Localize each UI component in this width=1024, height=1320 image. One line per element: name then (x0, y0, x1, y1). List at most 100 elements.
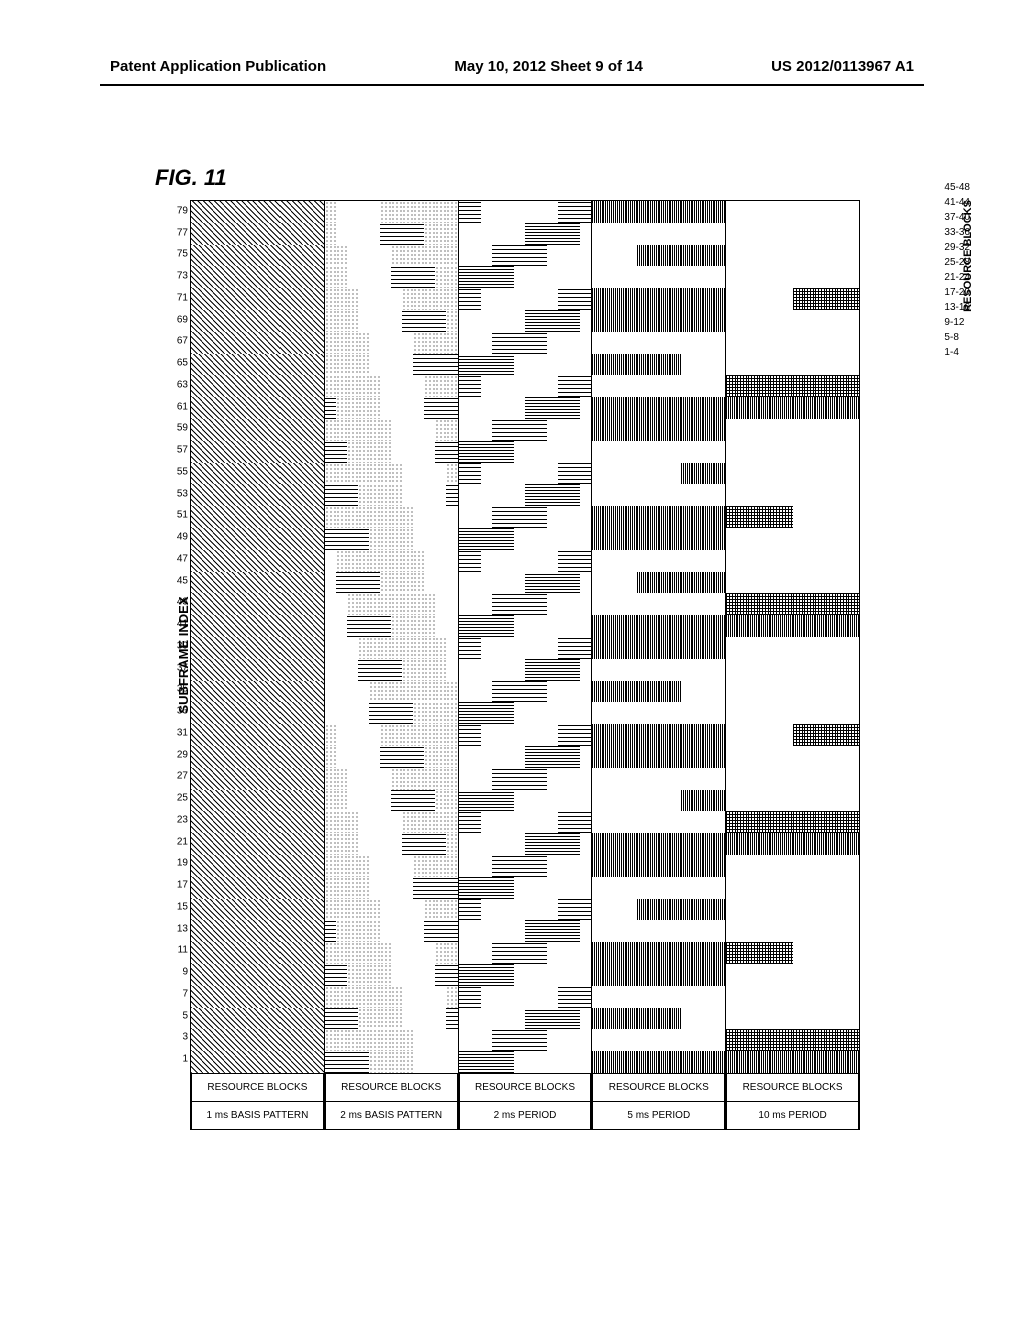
chart-cell (525, 419, 536, 441)
chart-cell (804, 484, 815, 506)
chart-cell (603, 572, 614, 594)
chart-cell (424, 659, 435, 681)
chart-cell (446, 855, 457, 877)
chart-cell (302, 746, 313, 768)
chart-cell (793, 419, 804, 441)
chart-cell (402, 855, 413, 877)
chart-cell (514, 899, 525, 921)
chart-cell (481, 833, 492, 855)
chart-cell (580, 790, 591, 812)
chart-cell (280, 506, 291, 528)
chart-cell (336, 528, 347, 550)
chart-cell (603, 288, 614, 310)
chart-cell (380, 964, 391, 986)
chart-cell (714, 419, 725, 441)
chart-cell (413, 288, 424, 310)
chart-row (459, 419, 592, 441)
chart-cell (268, 593, 279, 615)
chart-row (325, 899, 458, 921)
chart-cell (503, 245, 514, 267)
chart-cell (202, 441, 213, 463)
chart-cell (481, 550, 492, 572)
chart-cell (358, 354, 369, 376)
chart-cell (580, 572, 591, 594)
chart-cell (492, 288, 503, 310)
chart-cell (681, 528, 692, 550)
chart-cell (514, 681, 525, 703)
chart-cell (459, 986, 470, 1008)
chart-cell (380, 441, 391, 463)
chart-cell (492, 266, 503, 288)
chart-cell (336, 375, 347, 397)
chart-cell (268, 811, 279, 833)
chart-cell (815, 877, 826, 899)
y-tick: 3 (158, 1032, 188, 1043)
chart-cell (536, 419, 547, 441)
chart-cell (569, 877, 580, 899)
chart-cell (681, 201, 692, 223)
chart-cell (492, 463, 503, 485)
chart-cell (313, 506, 324, 528)
chart-cell (558, 877, 569, 899)
chart-cell (782, 855, 793, 877)
chart-cell (670, 855, 681, 877)
chart-cell (424, 397, 435, 419)
chart-cell (503, 877, 514, 899)
chart-cell (202, 920, 213, 942)
chart-cell (558, 724, 569, 746)
chart-cell (703, 855, 714, 877)
chart-cell (268, 223, 279, 245)
chart-cell (369, 223, 380, 245)
chart-cell (737, 724, 748, 746)
panel-footer-bottom: 2 ms PERIOD (459, 1102, 592, 1130)
chart-cell (536, 550, 547, 572)
chart-cell (325, 288, 336, 310)
chart-cell (569, 354, 580, 376)
chart-cell (782, 659, 793, 681)
chart-cell (280, 310, 291, 332)
chart-cell (291, 724, 302, 746)
chart-cell (481, 484, 492, 506)
chart-cell (391, 288, 402, 310)
chart-cell (191, 811, 202, 833)
chart-row (191, 463, 324, 485)
chart-cell (224, 419, 235, 441)
chart-cell (759, 506, 770, 528)
y-tick: 21 (158, 836, 188, 847)
chart-cell (837, 1051, 848, 1073)
chart-cell (402, 681, 413, 703)
chart-cell (246, 245, 257, 267)
chart-cell (592, 245, 603, 267)
chart-cell (782, 288, 793, 310)
chart-cell (257, 724, 268, 746)
chart-cell (325, 855, 336, 877)
chart-cell (703, 288, 714, 310)
chart-cell (748, 964, 759, 986)
chart-cell (213, 746, 224, 768)
chart-cell (837, 506, 848, 528)
chart-cell (603, 702, 614, 724)
chart-cell (637, 877, 648, 899)
panel-2ms-period-chart (459, 200, 592, 1074)
chart-row (191, 550, 324, 572)
chart-cell (435, 245, 446, 267)
chart-cell (648, 593, 659, 615)
chart-row (459, 441, 592, 463)
chart-cell (558, 1029, 569, 1051)
chart-row (726, 790, 859, 812)
chart-cell (336, 986, 347, 1008)
chart-cell (369, 768, 380, 790)
chart-cell (470, 375, 481, 397)
chart-cell (536, 724, 547, 746)
chart-cell (191, 397, 202, 419)
chart-cell (313, 528, 324, 550)
chart-cell (213, 833, 224, 855)
chart-cell (748, 506, 759, 528)
chart-cell (246, 833, 257, 855)
chart-cell (826, 310, 837, 332)
chart-row (325, 506, 458, 528)
chart-cell (235, 1051, 246, 1073)
chart-cell (770, 1029, 781, 1051)
chart-cell (213, 1029, 224, 1051)
chart-cell (714, 637, 725, 659)
